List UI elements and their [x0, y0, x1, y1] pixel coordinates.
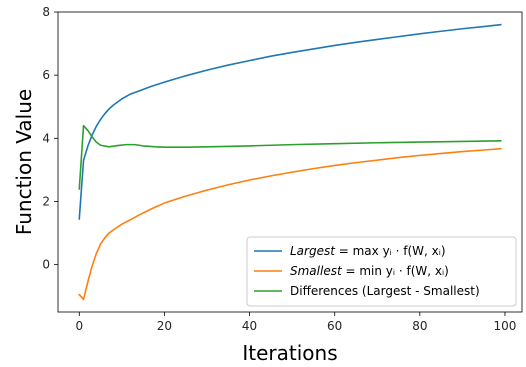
series-line-smallest [78, 147, 502, 301]
x-tick-label: 100 [494, 319, 517, 333]
legend: Largest = max yᵢ · f(W, xᵢ) Smallest = mi… [246, 236, 517, 307]
y-axis-label: Function Value [12, 89, 36, 235]
series-line-largest [78, 23, 502, 220]
legend-label-smallest: Smallest = min yᵢ · f(W, xᵢ) [290, 264, 449, 278]
tick-layer: 0 20 40 60 80 100 0 2 4 6 8 [42, 5, 516, 333]
legend-frame [246, 236, 517, 307]
y-tick-label: 2 [42, 194, 50, 208]
series-layer [78, 23, 502, 301]
x-tick-label: 60 [327, 319, 342, 333]
x-axis-label: Iterations [242, 341, 337, 365]
y-tick-label: 4 [42, 131, 50, 145]
x-tick-label: 40 [242, 319, 257, 333]
y-tick-label: 0 [42, 258, 50, 272]
x-tick-label: 20 [157, 319, 172, 333]
x-tick-label: 80 [412, 319, 427, 333]
plot-frame [57, 11, 523, 313]
x-tick-label: 0 [75, 319, 83, 333]
series-line-differences [78, 124, 502, 190]
legend-label-differences: Differences (Largest - Smallest) [290, 284, 480, 298]
legend-label-largest: Largest = max yᵢ · f(W, xᵢ) [290, 244, 446, 258]
y-tick-label: 8 [42, 5, 50, 19]
y-tick-label: 6 [42, 68, 50, 82]
